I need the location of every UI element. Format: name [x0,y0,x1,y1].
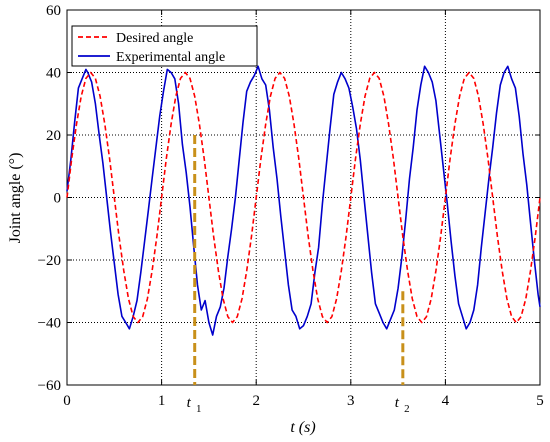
desired-angle-line [66,71,541,324]
y-tick-label: 0 [54,191,62,207]
time-marker-subscript: 2 [404,403,410,415]
time-marker-label: t [187,395,192,411]
time-marker-label: t [395,395,400,411]
x-tick-label: 2 [252,393,260,409]
y-tick-label: 20 [46,128,61,144]
y-tick-label: 40 [46,66,61,82]
series-group [66,65,541,336]
x-tick-label: 3 [347,393,355,409]
grid-lines [67,10,540,385]
axis-ticks: 0 1 2 3 4 5 −60 −40 −20 0 20 40 60 [38,3,544,409]
x-tick-label: 0 [63,393,71,409]
legend-box [71,25,258,67]
y-tick-label: −20 [38,253,61,269]
x-tick-label: 5 [536,393,544,409]
y-axis-label: Joint angle (°) [7,153,24,244]
legend-label-desired: Desired angle [116,31,193,46]
time-marker-subscript: 1 [196,403,202,415]
x-tick-label: 1 [158,393,166,409]
x-axis-label: t (s) [290,419,315,436]
y-tick-label: 60 [46,3,61,19]
experimental-angle-line [66,65,541,336]
legend-label-experimental: Experimental angle [116,50,225,65]
y-tick-label: −60 [38,378,61,394]
legend: Desired angle Experimental angle [71,25,258,67]
y-tick-label: −40 [38,316,61,332]
x-tick-label: 4 [442,393,450,409]
